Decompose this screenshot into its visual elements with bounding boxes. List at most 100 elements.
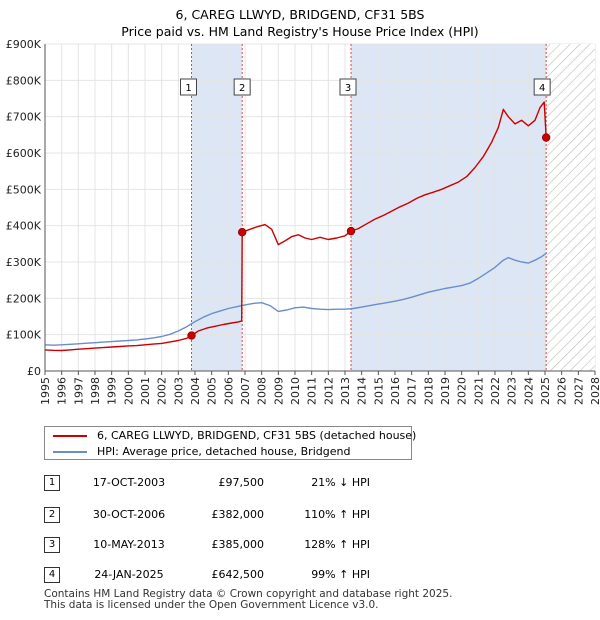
transaction-badge: 2 <box>44 507 60 523</box>
sale-badges: 1 2 3 4 <box>180 78 551 96</box>
sale-badge-label: 1 <box>185 83 191 94</box>
transaction-row: 3 10-MAY-2013 £385,000 128% ↑ HPI <box>44 535 444 555</box>
x-axis-ticks: 1995 1996 1997 1998 1999 2000 2001 2002 2003 2004… <box>39 370 600 405</box>
y-tick-label: £800K <box>6 74 42 87</box>
sale-badge-box <box>533 78 551 96</box>
sale-interval-bands <box>191 44 547 371</box>
x-tick-label: 2013 <box>339 377 352 405</box>
x-tick-label: 1998 <box>89 377 102 405</box>
chart-subtitle: Price paid vs. HM Land Registry's House … <box>121 24 479 39</box>
sale-point <box>237 228 247 237</box>
x-tick-label: 2026 <box>556 377 569 405</box>
x-tick-label: 2014 <box>356 377 369 405</box>
legend: 6, CAREG LLWYD, BRIDGEND, CF31 5BS (deta… <box>44 426 416 460</box>
footer-line-copyright: Contains HM Land Registry data © Crown c… <box>44 588 453 600</box>
x-tick-label: 2022 <box>489 377 502 405</box>
x-tick-label: 2027 <box>572 377 585 405</box>
x-tick-label: 2028 <box>589 377 600 405</box>
legend-swatch-property <box>53 435 87 437</box>
transaction-row: 4 24-JAN-2025 £642,500 99% ↑ HPI <box>44 565 444 585</box>
price-chart: 1 2 3 4 £0 £100K £200K £300K £400K £500K £600K £70… <box>6 38 600 405</box>
series-lines <box>45 101 548 352</box>
x-tick-label: 2016 <box>389 377 402 405</box>
y-tick-label: £500K <box>6 183 42 196</box>
x-tick-label: 1997 <box>72 377 85 405</box>
y-tick-label: £600K <box>6 147 42 160</box>
x-tick-label: 2004 <box>189 377 202 405</box>
x-tick-label: 1999 <box>106 377 119 405</box>
x-tick-label: 2015 <box>372 377 385 405</box>
x-tick-label: 2024 <box>522 377 535 405</box>
sale-point <box>541 133 551 142</box>
transaction-badge: 4 <box>44 567 60 583</box>
footer-line-licence: This data is licensed under the Open Gov… <box>44 599 379 611</box>
transaction-date: 24-JAN-2025 <box>94 568 164 581</box>
x-tick-label: 2009 <box>272 377 285 405</box>
x-tick-label: 2000 <box>122 377 135 405</box>
sale-point <box>346 226 356 236</box>
sale-badge-label: 3 <box>345 83 351 94</box>
transaction-hpi-change: 110% ↑ HPI <box>304 508 370 521</box>
legend-swatch-hpi <box>53 451 87 453</box>
x-tick-label: 2011 <box>306 377 319 405</box>
transaction-badge: 1 <box>44 475 60 491</box>
footer-attribution: Contains HM Land Registry data © Crown c… <box>44 589 452 611</box>
transaction-date: 17-OCT-2003 <box>92 476 166 489</box>
y-tick-label: £0 <box>27 365 41 378</box>
x-tick-label: 2021 <box>472 377 485 405</box>
transaction-hpi-change: 21% ↓ HPI <box>311 476 370 489</box>
y-tick-label: £200K <box>6 292 42 305</box>
y-tick-label: £900K <box>6 38 42 51</box>
sale-interval-band <box>351 44 547 371</box>
series-line-hpi <box>45 252 548 346</box>
sale-badge-label: 4 <box>539 83 545 94</box>
transaction-hpi-change: 99% ↑ HPI <box>311 568 370 581</box>
transaction-row: 1 17-OCT-2003 £97,500 21% ↓ HPI <box>44 473 444 493</box>
transaction-date: 30-OCT-2006 <box>92 508 166 521</box>
transaction-badge: 3 <box>44 537 60 553</box>
forecast-hatch-region <box>546 44 595 371</box>
x-tick-label: 2003 <box>172 377 185 405</box>
x-tick-label: 2002 <box>156 377 169 405</box>
y-tick-label: £700K <box>6 111 42 124</box>
x-tick-label: 2019 <box>439 377 452 405</box>
legend-label-property: 6, CAREG LLWYD, BRIDGEND, CF31 5BS (deta… <box>97 429 417 442</box>
y-tick-label: £100K <box>6 329 42 342</box>
sale-interval-band <box>191 44 243 371</box>
transaction-date: 10-MAY-2013 <box>93 538 165 551</box>
x-tick-label: 2012 <box>322 377 335 405</box>
x-tick-label: 2025 <box>539 377 552 405</box>
sale-badge-box <box>180 78 197 96</box>
transaction-price: £642,500 <box>211 568 265 581</box>
x-tick-label: 2007 <box>239 377 252 405</box>
x-tick-label: 1996 <box>56 377 69 405</box>
sale-points <box>187 133 551 340</box>
x-tick-label: 2010 <box>289 377 302 405</box>
transaction-price: £97,500 <box>218 476 265 489</box>
x-tick-label: 2001 <box>139 377 152 405</box>
sale-badge-label: 2 <box>239 83 245 94</box>
chart-title-main: 6, CAREG LLWYD, BRIDGEND, CF31 5BS <box>175 7 425 22</box>
sale-badge-box <box>339 78 357 96</box>
transaction-price: £382,000 <box>211 508 265 521</box>
x-tick-label: 2023 <box>506 377 519 405</box>
transaction-hpi-change: 128% ↑ HPI <box>304 538 370 551</box>
legend-label-hpi: HPI: Average price, detached house, Brid… <box>97 445 351 458</box>
sale-badge-box <box>233 78 251 96</box>
series-line-property <box>45 101 547 352</box>
x-tick-label: 2005 <box>206 377 219 405</box>
transaction-row: 2 30-OCT-2006 £382,000 110% ↑ HPI <box>44 505 444 525</box>
x-tick-label: 2008 <box>256 377 269 405</box>
x-tick-label: 2020 <box>456 377 469 405</box>
y-tick-label: £300K <box>6 256 42 269</box>
y-tick-label: £400K <box>6 220 42 233</box>
y-axis-ticks: £0 £100K £200K £300K £400K £500K £600K £700K £80… <box>6 38 46 378</box>
x-tick-label: 2018 <box>422 377 435 405</box>
x-tick-label: 2017 <box>406 377 419 405</box>
sale-point <box>187 331 196 340</box>
transaction-price: £385,000 <box>211 538 265 551</box>
x-tick-label: 2006 <box>222 377 235 405</box>
gridlines <box>44 43 596 372</box>
chart-title: 6, CAREG LLWYD, BRIDGEND, CF31 5BS Price… <box>0 6 600 40</box>
x-tick-label: 1995 <box>39 377 52 405</box>
